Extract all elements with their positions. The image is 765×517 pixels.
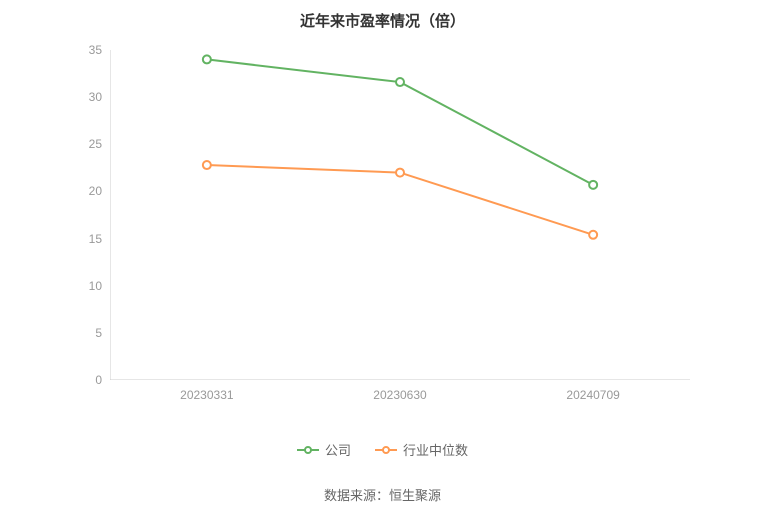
series-marker-1-1 (396, 169, 404, 177)
y-tick-label: 30 (89, 90, 102, 104)
y-tick-label: 15 (89, 232, 102, 246)
series-marker-1-2 (589, 231, 597, 239)
chart-svg (110, 50, 690, 380)
chart-title: 近年来市盈率情况（倍） (0, 10, 765, 31)
legend-item-1[interactable]: 行业中位数 (375, 440, 468, 459)
chart-plot-area: 05101520253035 202303312023063020240709 (110, 50, 690, 380)
x-tick-label: 20240709 (566, 388, 619, 402)
chart-source: 数据来源：恒生聚源 (0, 485, 765, 504)
series-marker-0-2 (589, 181, 597, 189)
series-marker-0-0 (203, 55, 211, 63)
y-tick-label: 5 (95, 326, 102, 340)
source-value: 恒生聚源 (389, 488, 441, 503)
legend-item-0[interactable]: 公司 (297, 440, 351, 459)
source-label: 数据来源： (324, 488, 389, 503)
y-tick-label: 20 (89, 184, 102, 198)
legend-swatch (375, 444, 397, 456)
pe-ratio-line-chart: 近年来市盈率情况（倍） 05101520253035 2023033120230… (0, 0, 765, 517)
legend-label: 公司 (325, 440, 351, 459)
y-tick-label: 10 (89, 279, 102, 293)
series-marker-1-0 (203, 161, 211, 169)
y-tick-label: 0 (95, 373, 102, 387)
series-marker-0-1 (396, 78, 404, 86)
y-tick-label: 25 (89, 137, 102, 151)
x-tick-label: 20230331 (180, 388, 233, 402)
chart-legend: 公司 行业中位数 (0, 440, 765, 459)
x-tick-label: 20230630 (373, 388, 426, 402)
legend-swatch (297, 444, 319, 456)
y-tick-label: 35 (89, 43, 102, 57)
legend-label: 行业中位数 (403, 440, 468, 459)
